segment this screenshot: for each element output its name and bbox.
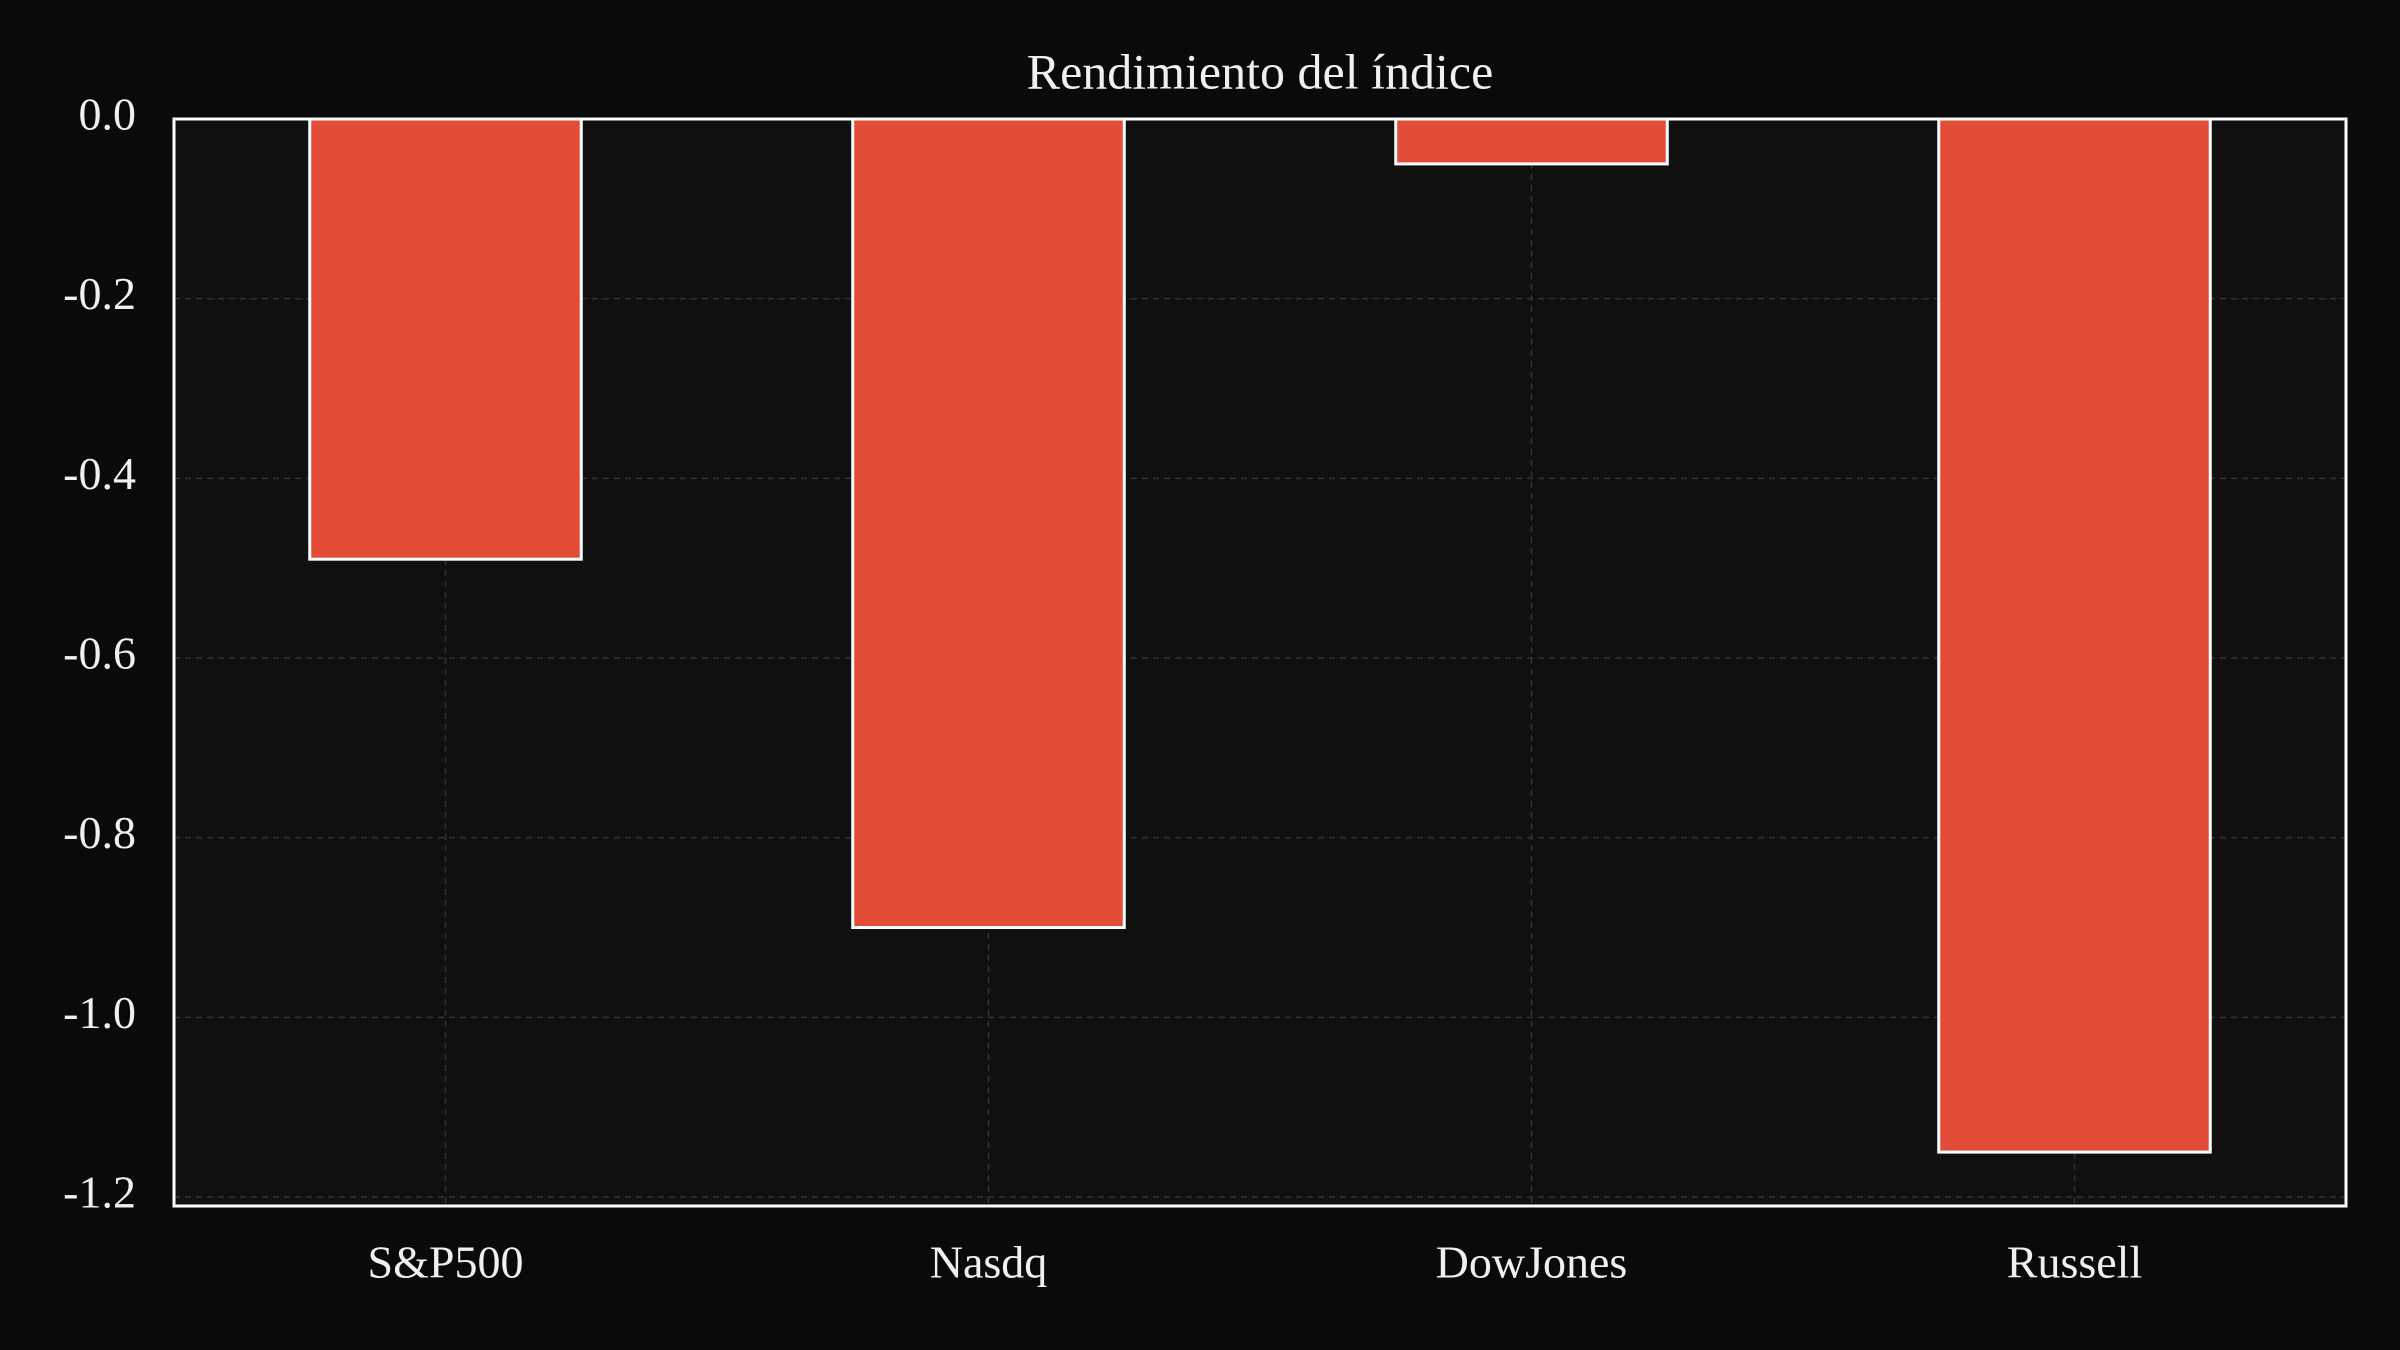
x-tick-label: DowJones: [1436, 1237, 1628, 1288]
x-tick-label: S&P500: [368, 1237, 524, 1288]
chart-title: Rendimiento del índice: [1027, 43, 1494, 99]
y-tick-label: -1.2: [63, 1167, 136, 1218]
y-tick-label: -0.6: [63, 628, 136, 679]
y-tick-label: -0.8: [63, 807, 136, 858]
y-tick-label: -0.4: [63, 448, 136, 499]
bar: [1937, 117, 2212, 1154]
y-tick-label: 0.0: [79, 89, 137, 140]
bar: [1394, 117, 1669, 166]
bar: [851, 117, 1126, 930]
x-tick-label: Russell: [2007, 1237, 2142, 1288]
y-tick-label: -0.2: [63, 268, 136, 319]
plot-frame: [172, 117, 2348, 1208]
bar: [308, 117, 583, 561]
y-tick-label: -1.0: [63, 987, 136, 1038]
x-tick-label: Nasdq: [930, 1237, 1048, 1288]
